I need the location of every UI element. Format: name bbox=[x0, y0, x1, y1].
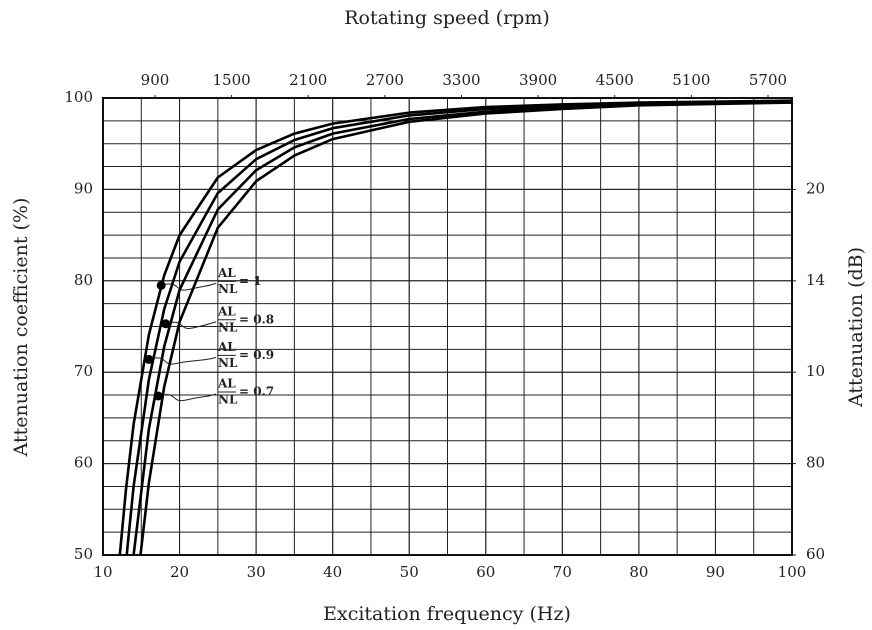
label-numerator: AL bbox=[217, 340, 236, 354]
x-tick-label: 100 bbox=[778, 563, 807, 581]
y2-axis-title: Attenuation (dB) bbox=[845, 247, 867, 408]
label-denominator: NL bbox=[218, 356, 238, 370]
x2-tick-label: 900 bbox=[141, 71, 170, 89]
y2-tick-label: 14 bbox=[806, 271, 825, 289]
marker bbox=[144, 354, 154, 364]
label-numerator: AL bbox=[217, 376, 236, 390]
legend-label: = 0.7 bbox=[239, 384, 274, 398]
label-numerator: AL bbox=[217, 304, 236, 318]
y2-tick-label: 80 bbox=[806, 454, 825, 472]
y-tick-label: 60 bbox=[74, 454, 93, 472]
legend-label: = 0.9 bbox=[239, 348, 274, 362]
y-tick-label: 70 bbox=[74, 362, 93, 380]
x2-tick-label: 5100 bbox=[672, 71, 710, 89]
legend-label: = 0.8 bbox=[239, 312, 274, 326]
x2-tick-label: 1500 bbox=[213, 71, 251, 89]
x-tick-label: 10 bbox=[93, 563, 112, 581]
marker bbox=[153, 391, 163, 401]
y-tick-label: 100 bbox=[64, 88, 93, 106]
x2-tick-label: 3900 bbox=[519, 71, 557, 89]
leader-line bbox=[157, 393, 217, 402]
x-tick-label: 20 bbox=[170, 563, 189, 581]
x2-tick-label: 3300 bbox=[442, 71, 480, 89]
x-tick-label: 50 bbox=[400, 563, 419, 581]
label-denominator: NL bbox=[218, 392, 238, 406]
x2-tick-label: 5700 bbox=[749, 71, 787, 89]
y-tick-label: 90 bbox=[74, 179, 93, 197]
x-tick-label: 70 bbox=[553, 563, 572, 581]
x2-tick-label: 2700 bbox=[366, 71, 404, 89]
label-denominator: NL bbox=[218, 320, 238, 334]
curve bbox=[118, 99, 793, 556]
y2-tick-label: 60 bbox=[806, 545, 825, 563]
legend-label: = 1 bbox=[239, 274, 262, 288]
top-axis-title: Rotating speed (rpm) bbox=[344, 7, 550, 29]
x-tick-label: 60 bbox=[476, 563, 495, 581]
x2-tick-label: 2100 bbox=[289, 71, 327, 89]
x-tick-label: 90 bbox=[706, 563, 725, 581]
y-tick-label: 80 bbox=[74, 271, 93, 289]
x-tick-label: 30 bbox=[247, 563, 266, 581]
curve bbox=[139, 101, 793, 556]
leader-line bbox=[165, 321, 217, 329]
y-tick-label: 50 bbox=[74, 545, 93, 563]
y2-tick-label: 10 bbox=[806, 362, 825, 380]
x-axis-title: Excitation frequency (Hz) bbox=[323, 603, 571, 625]
label-numerator: AL bbox=[217, 266, 236, 280]
curve bbox=[132, 100, 793, 556]
marker bbox=[161, 319, 171, 329]
x2-tick-label: 4500 bbox=[596, 71, 634, 89]
y-axis-title: Attenuation coefficient (%) bbox=[10, 198, 32, 458]
x-tick-label: 80 bbox=[629, 563, 648, 581]
y2-tick-label: 20 bbox=[806, 179, 825, 197]
plot-border bbox=[102, 97, 793, 556]
marker bbox=[156, 280, 166, 290]
x-tick-label: 40 bbox=[323, 563, 342, 581]
label-denominator: NL bbox=[218, 282, 238, 296]
leader-line bbox=[148, 356, 217, 365]
